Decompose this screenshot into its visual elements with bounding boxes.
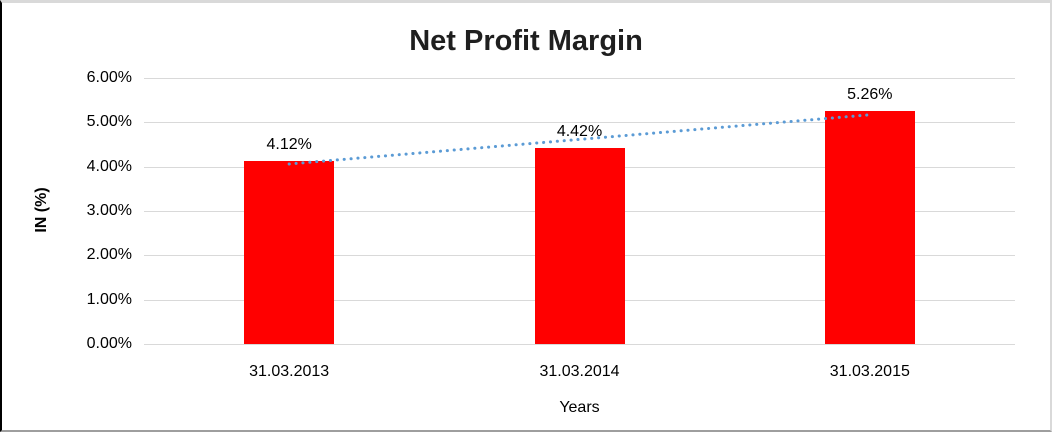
data-label: 4.12% [266, 136, 312, 154]
trendline [287, 113, 872, 166]
x-axis-title: Years [559, 399, 600, 416]
y-tick-label: 1.00% [86, 290, 132, 308]
y-tick-label: 6.00% [86, 69, 132, 86]
gridline [144, 122, 1015, 124]
bar-31.03.2015 [824, 110, 915, 344]
bar-31.03.2013 [244, 161, 335, 344]
x-category-label: 31.03.2013 [249, 363, 330, 380]
chart-title: Net Profit Margin [409, 25, 643, 57]
data-label: 5.26% [847, 85, 893, 103]
y-tick-label: 0.00% [86, 335, 132, 352]
plot-area [144, 78, 1015, 345]
gridline [144, 78, 1015, 79]
y-tick-label: 2.00% [86, 246, 132, 264]
y-tick-label: 4.00% [86, 157, 132, 175]
data-label: 4.42% [556, 123, 603, 141]
x-category-label: 31.03.2014 [539, 363, 620, 380]
gridline [144, 344, 1015, 345]
bar-31.03.2014 [534, 148, 625, 344]
y-tick-label: 5.00% [86, 113, 132, 131]
y-tick-label: 3.00% [86, 202, 132, 219]
x-category-label: 31.03.2015 [829, 363, 910, 380]
